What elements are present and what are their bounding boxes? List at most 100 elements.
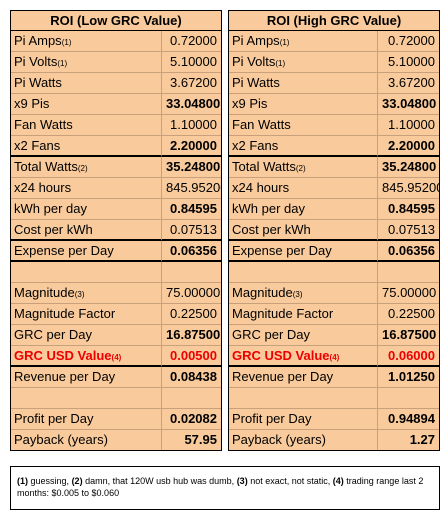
label-text: Magnitude Factor [232, 306, 334, 321]
label-text: Profit per Day [14, 411, 94, 426]
row-value: 845.95200 [378, 178, 440, 199]
label-text: GRC per Day [14, 327, 93, 342]
row-value: 33.04800 [378, 94, 440, 115]
row-label: Pi Amps(1) [228, 31, 378, 52]
row-label: GRC per Day [228, 325, 378, 346]
row-label: Cost per kWh [228, 220, 378, 241]
label-text: GRC USD Value [232, 348, 330, 363]
empty-cell [10, 388, 162, 409]
label-text: Total Watts [232, 159, 296, 174]
row-value: 3.67200 [162, 73, 222, 94]
row-label: Magnitude(3) [228, 283, 378, 304]
row-value: 57.95 [162, 430, 222, 451]
row-label: x2 Fans [10, 136, 162, 157]
row-label: Profit per Day [10, 409, 162, 430]
label-text: Pi Volts [14, 54, 58, 69]
row-label: x9 Pis [228, 94, 378, 115]
label-text: Fan Watts [14, 117, 73, 132]
label-text: Revenue per Day [14, 369, 116, 384]
label-text: Pi Amps [232, 33, 280, 48]
row-value: 0.84595 [162, 199, 222, 220]
label-text: Fan Watts [232, 117, 291, 132]
label-text: Pi Volts [232, 54, 276, 69]
row-label: Pi Volts(1) [228, 52, 378, 73]
row-label: Pi Watts [10, 73, 162, 94]
row-value: 35.24800 [162, 157, 222, 178]
row-value: 0.22500 [162, 304, 222, 325]
row-value: 0.02082 [162, 409, 222, 430]
row-label: kWh per day [10, 199, 162, 220]
empty-cell [228, 262, 378, 283]
row-value: 0.06356 [378, 241, 440, 262]
label-text: x2 Fans [14, 138, 61, 153]
row-value: 16.87500 [162, 325, 222, 346]
label-text: Payback (years) [232, 432, 326, 447]
row-label: Magnitude Factor [10, 304, 162, 325]
row-value: 5.10000 [162, 52, 222, 73]
label-note: (3) [292, 290, 303, 299]
footnote-text: not exact, not static, [250, 476, 331, 486]
label-note: (1) [275, 59, 286, 68]
label-text: x24 hours [14, 180, 72, 195]
row-label: Magnitude(3) [10, 283, 162, 304]
row-value: 75.00000 [378, 283, 440, 304]
row-value: 0.84595 [378, 199, 440, 220]
label-note: (4) [329, 353, 340, 362]
label-text: GRC USD Value [14, 348, 112, 363]
footnote-marker: (4) [332, 476, 344, 486]
label-text: Total Watts [14, 159, 78, 174]
footnote-marker: (1) [17, 476, 28, 486]
label-text: Cost per kWh [14, 222, 93, 237]
label-note: (3) [74, 290, 85, 299]
footnote-text: guessing, [30, 476, 70, 486]
row-label: Revenue per Day [10, 367, 162, 388]
row-value: 0.06356 [162, 241, 222, 262]
row-value: 0.72000 [378, 31, 440, 52]
row-value: 845.95200 [162, 178, 222, 199]
row-value: 1.10000 [378, 115, 440, 136]
row-label: Expense per Day [10, 241, 162, 262]
row-value: 5.10000 [378, 52, 440, 73]
footnote-marker: (2) [71, 476, 83, 486]
label-text: Magnitude [14, 285, 75, 300]
row-label: Pi Volts(1) [10, 52, 162, 73]
label-text: Magnitude [232, 285, 293, 300]
label-text: x2 Fans [232, 138, 279, 153]
row-label: Cost per kWh [10, 220, 162, 241]
row-label: Fan Watts [10, 115, 162, 136]
row-value: 33.04800 [162, 94, 222, 115]
label-text: Pi Watts [232, 75, 280, 90]
row-label: GRC per Day [10, 325, 162, 346]
row-value: 3.67200 [378, 73, 440, 94]
row-label: Revenue per Day [228, 367, 378, 388]
label-text: Payback (years) [14, 432, 108, 447]
footnote-marker: (3) [236, 476, 248, 486]
row-value: 1.01250 [378, 367, 440, 388]
empty-cell [10, 262, 162, 283]
row-value: 2.20000 [378, 136, 440, 157]
row-label: GRC USD Value(4) [10, 346, 162, 367]
label-text: Cost per kWh [232, 222, 311, 237]
row-label: Total Watts(2) [228, 157, 378, 178]
footnote-text: trading range last 2 months: $0.005 to $… [17, 476, 424, 498]
footnote-text: damn, that 120W usb hub was dumb, [85, 476, 235, 486]
label-note: (1) [61, 38, 72, 47]
row-label: x24 hours [10, 178, 162, 199]
row-value: 0.72000 [162, 31, 222, 52]
label-text: Revenue per Day [232, 369, 334, 384]
row-value: 0.07513 [378, 220, 440, 241]
label-text: Magnitude Factor [14, 306, 116, 321]
table-frame [10, 10, 222, 451]
label-text: GRC per Day [232, 327, 311, 342]
label-text: x9 Pis [232, 96, 268, 111]
row-label: Expense per Day [228, 241, 378, 262]
empty-cell [228, 388, 378, 409]
footnotes: (1) guessing, (2) damn, that 120W usb hu… [10, 466, 440, 510]
row-label: Pi Amps(1) [10, 31, 162, 52]
label-text: Expense per Day [14, 243, 114, 258]
label-note: (2) [77, 164, 88, 173]
row-label: Fan Watts [228, 115, 378, 136]
table-frame [228, 10, 440, 451]
label-note: (2) [295, 164, 306, 173]
row-label: Total Watts(2) [10, 157, 162, 178]
